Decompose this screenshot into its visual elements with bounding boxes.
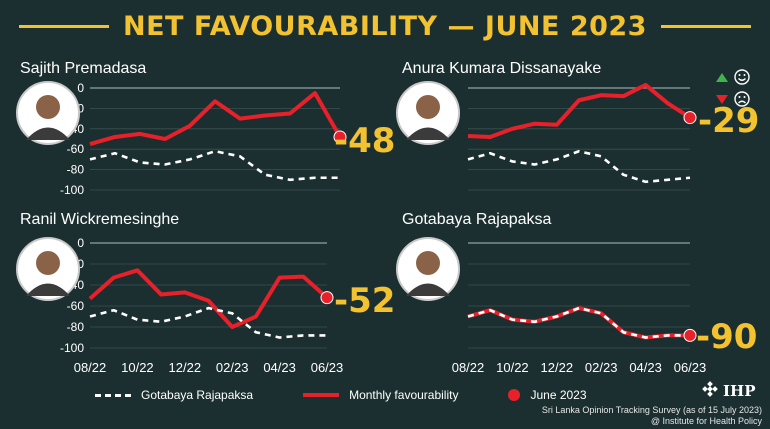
reference-line-0 — [89, 149, 340, 182]
reference-line-2 — [89, 306, 327, 339]
y-tick-label-0-4: -80 — [67, 163, 85, 177]
series-line-3 — [467, 306, 690, 340]
legend-label-monthly: Monthly favourability — [349, 388, 459, 402]
x-tick-label-3-4: 04/23 — [629, 360, 662, 375]
title-bar: NET FAVOURABILITY — JUNE 2023 — [0, 6, 770, 46]
june-point-0 — [333, 130, 347, 144]
y-tick-label-0-3: -60 — [67, 142, 85, 156]
legend: Gotabaya Rajapaksa Monthly favourability… — [95, 386, 637, 404]
y-tick-label-2-3: -60 — [67, 299, 85, 313]
june-point-2 — [320, 291, 334, 305]
x-tick-label-2-2: 12/22 — [169, 360, 202, 375]
chart-name-2: Ranil Wickremesinghe — [20, 211, 179, 228]
smiley-happy-icon — [734, 69, 750, 85]
chart-name-3: Gotabaya Rajapaksa — [402, 211, 552, 228]
legend-item-june: June 2023 — [508, 388, 587, 402]
final-value-label-3: -90 — [696, 317, 757, 357]
final-value-label-0: -48 — [334, 121, 395, 161]
y-tick-label-2-0: 0 — [77, 236, 84, 250]
source-line-1: Sri Lanka Opinion Tracking Survey (as of… — [541, 405, 762, 415]
final-value-label-1: -29 — [698, 101, 759, 141]
chart-name-0: Sajith Premadasa — [20, 60, 146, 77]
avatar-head-2 — [36, 251, 60, 275]
smiley-sad-icon — [734, 91, 750, 107]
legend-dot-swatch — [508, 389, 521, 401]
avatar-head-3 — [416, 251, 440, 275]
series-line-2 — [88, 268, 329, 329]
ihp-logo: IHP — [700, 381, 755, 401]
chart-name-1: Anura Kumara Dissanayake — [402, 60, 601, 77]
avatar-head-0 — [36, 95, 60, 119]
avatar-body-0 — [26, 127, 70, 140]
down-triangle-icon — [716, 94, 728, 104]
reference-line-3 — [467, 306, 690, 339]
legend-line-swatch — [303, 393, 340, 397]
x-tick-label-2-3: 02/23 — [216, 360, 249, 375]
x-tick-label-3-0: 08/22 — [452, 360, 485, 375]
source-line-2: @ Institute for Health Policy — [650, 416, 762, 426]
chart-title: NET FAVOURABILITY — JUNE 2023 — [123, 10, 647, 42]
legend-item-reference: Gotabaya Rajapaksa — [95, 388, 253, 402]
legend-label-reference: Gotabaya Rajapaksa — [141, 388, 254, 402]
source-note: Sri Lanka Opinion Tracking Survey (as of… — [542, 405, 762, 427]
series-line-0 — [89, 91, 342, 147]
legend-dashed-swatch — [95, 393, 131, 397]
y-tick-label-0-0: 0 — [77, 81, 84, 95]
y-tick-label-2-5: -100 — [60, 341, 84, 355]
june-point-3 — [683, 328, 697, 342]
x-tick-label-3-1: 10/22 — [496, 360, 529, 375]
ihp-diamond-icon — [702, 381, 718, 397]
series-line-1 — [467, 82, 692, 139]
final-value-label-2: -52 — [334, 281, 395, 321]
x-tick-label-3-2: 12/22 — [541, 360, 574, 375]
avatar-body-3 — [406, 283, 450, 296]
avatar-body-2 — [26, 283, 70, 296]
x-tick-label-3-3: 02/23 — [585, 360, 618, 375]
x-tick-label-2-4: 04/23 — [263, 360, 296, 375]
avatar-head-1 — [416, 95, 440, 119]
legend-label-june: June 2023 — [530, 388, 587, 402]
avatar-body-1 — [406, 127, 450, 140]
reference-line-1 — [467, 149, 691, 184]
y-tick-label-2-4: -80 — [67, 320, 85, 334]
ihp-logo-text: IHP — [723, 382, 756, 400]
title-rule-right — [660, 24, 751, 28]
june-point-1 — [683, 111, 697, 125]
mood-legend — [716, 66, 756, 110]
title-rule-left — [19, 24, 110, 28]
x-tick-label-2-1: 10/22 — [121, 360, 154, 375]
x-tick-label-2-0: 08/22 — [74, 360, 107, 375]
up-triangle-icon — [716, 72, 728, 82]
y-tick-label-0-5: -100 — [60, 183, 84, 197]
x-tick-label-2-5: 06/23 — [311, 360, 344, 375]
legend-item-monthly: Monthly favourability — [303, 388, 458, 402]
x-tick-label-3-5: 06/23 — [674, 360, 707, 375]
